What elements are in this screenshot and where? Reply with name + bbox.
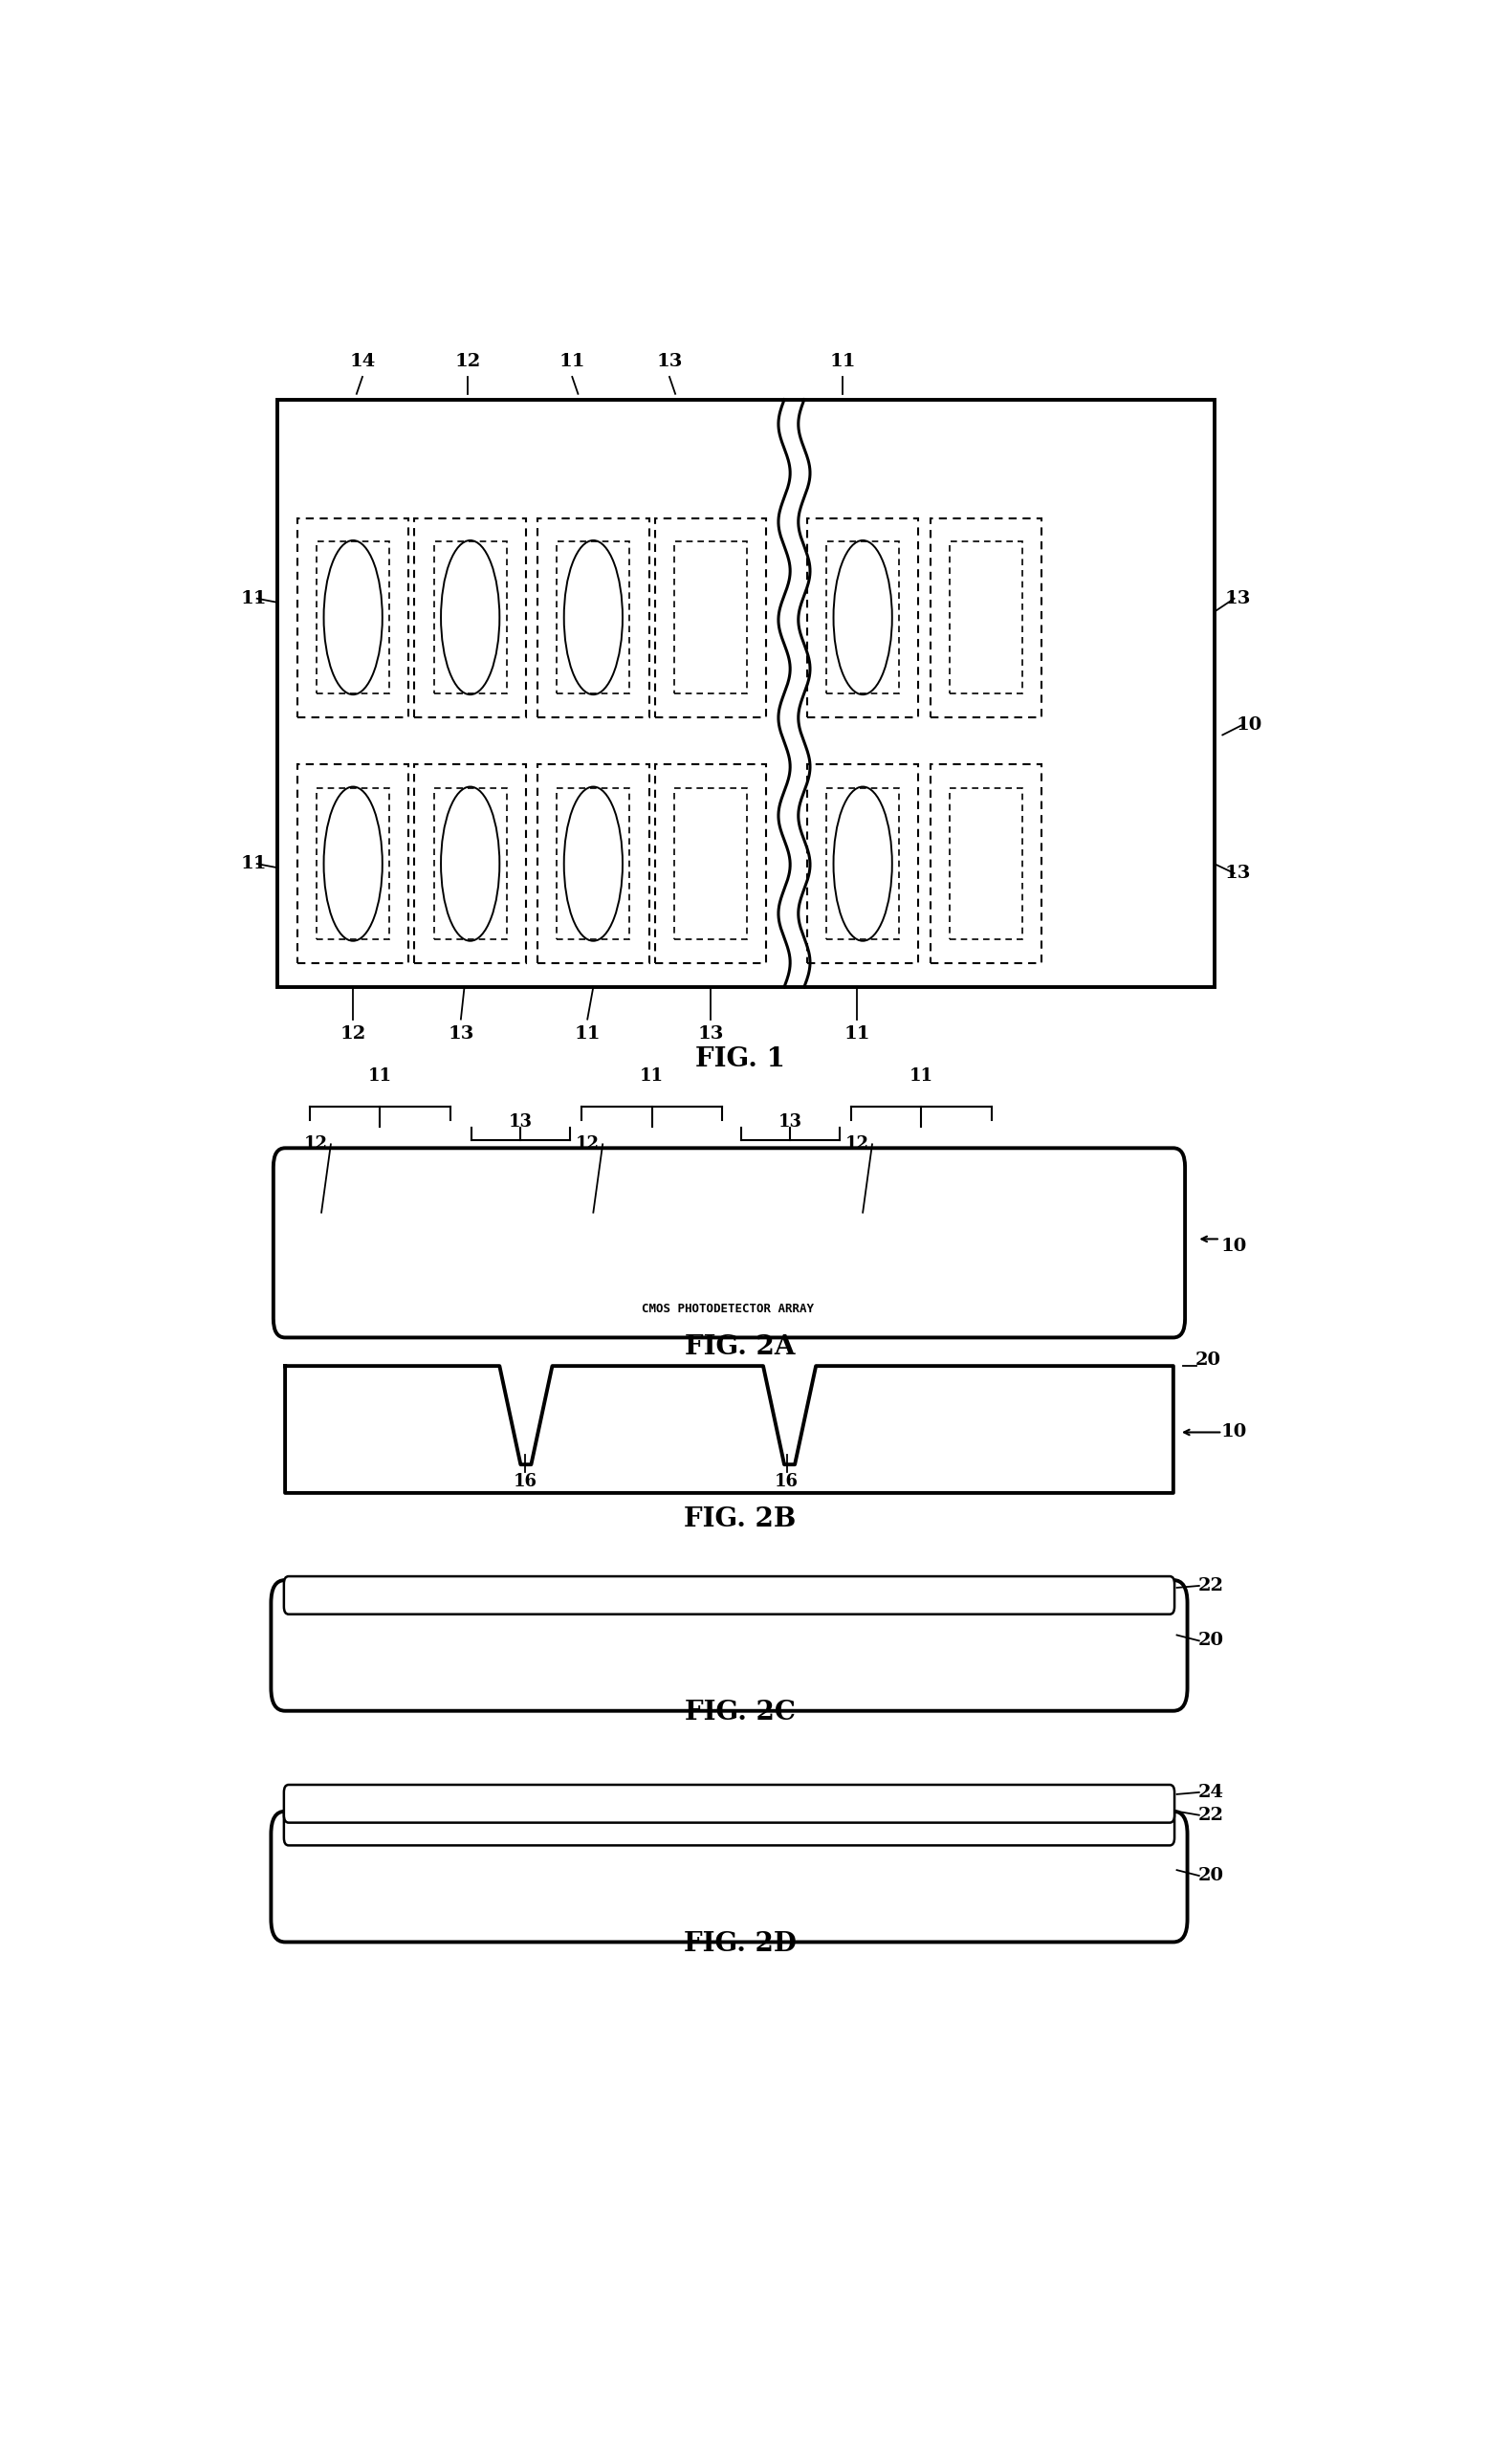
Bar [950,541,1022,694]
Bar [414,765,526,962]
Bar [807,517,918,716]
Text: 12: 12 [455,352,481,369]
Text: 20: 20 [1198,1868,1223,1885]
FancyBboxPatch shape [284,1784,1175,1824]
Bar [599,1194,705,1265]
Bar [827,788,900,940]
Bar [316,541,390,694]
Text: 11: 11 [240,591,266,608]
Text: FIG. 2B: FIG. 2B [683,1506,795,1533]
Text: FIG. 2A: FIG. 2A [685,1334,795,1361]
Text: 11: 11 [830,352,856,369]
Bar [930,517,1042,716]
Bar [277,399,1214,987]
Bar [807,765,918,962]
Bar [576,1171,729,1280]
Text: 11: 11 [640,1068,664,1085]
Text: 20: 20 [1198,1632,1223,1649]
Text: 11: 11 [367,1068,392,1085]
Text: 20: 20 [1196,1351,1222,1368]
Text: 10: 10 [1222,1425,1247,1440]
Bar [305,1373,482,1486]
Bar [827,541,900,694]
Bar [845,1171,998,1280]
Text: 13: 13 [697,1026,724,1043]
Polygon shape [286,1366,1173,1494]
Text: 22: 22 [1198,1578,1223,1595]
Text: 10: 10 [1222,1238,1247,1255]
Text: 11: 11 [575,1026,600,1043]
Text: 11: 11 [844,1026,869,1043]
Bar [655,517,767,716]
FancyBboxPatch shape [284,1578,1175,1614]
Text: 12: 12 [340,1026,366,1043]
Text: 12: 12 [845,1135,869,1152]
Bar [327,1194,432,1265]
FancyBboxPatch shape [284,1806,1175,1846]
Bar [434,788,507,940]
Bar [414,517,526,716]
Text: 13: 13 [656,352,682,369]
Text: 12: 12 [304,1135,328,1152]
Text: 13: 13 [448,1026,473,1043]
Bar [316,788,390,940]
Bar [868,1194,974,1265]
Text: 10: 10 [1237,716,1263,733]
Text: 11: 11 [240,856,266,871]
FancyBboxPatch shape [271,1811,1187,1942]
Text: 16: 16 [774,1474,798,1491]
Text: FIG. 2C: FIG. 2C [685,1701,795,1725]
Bar [298,517,408,716]
Text: 22: 22 [1198,1806,1223,1824]
Text: 14: 14 [349,352,375,369]
Bar [304,1171,457,1280]
Text: 16: 16 [514,1474,537,1491]
Text: 13: 13 [1225,864,1250,881]
Text: 12: 12 [576,1135,599,1152]
Text: 13: 13 [508,1112,532,1130]
Bar [655,765,767,962]
Bar [434,541,507,694]
Bar [298,765,408,962]
Bar [556,788,629,940]
Bar [674,788,747,940]
FancyBboxPatch shape [271,1580,1187,1710]
FancyBboxPatch shape [274,1147,1185,1336]
Text: 24: 24 [1198,1784,1223,1801]
Text: 13: 13 [779,1112,801,1130]
Bar [833,1373,1010,1486]
Bar [570,1373,745,1486]
Text: 13: 13 [1225,591,1250,608]
Text: 11: 11 [909,1068,933,1085]
Bar [930,765,1042,962]
Text: 11: 11 [559,352,585,369]
Bar [556,541,629,694]
Bar [950,788,1022,940]
Text: CMOS PHOTODETECTOR ARRAY: CMOS PHOTODETECTOR ARRAY [643,1302,813,1314]
Text: FIG. 2D: FIG. 2D [683,1932,797,1956]
Text: FIG. 1: FIG. 1 [696,1046,785,1073]
Bar [538,765,649,962]
Bar [674,541,747,694]
Bar [538,517,649,716]
